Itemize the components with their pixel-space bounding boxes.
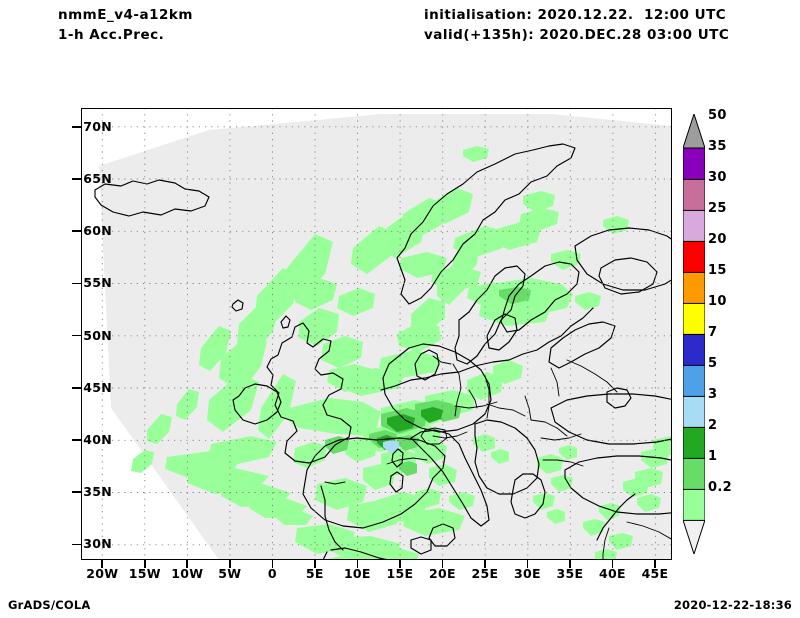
longitude-tick-label: 25E xyxy=(471,566,499,581)
valid-time-label: valid(+135h): 2020.DEC.28 03:00 UTC xyxy=(424,27,730,43)
field-name-label: 1-h Acc.Prec. xyxy=(58,27,165,43)
colorbar-band xyxy=(683,333,705,366)
colorbar-band xyxy=(683,240,705,273)
latitude-tick-mark xyxy=(72,439,81,441)
colorbar-tick-label: 7 xyxy=(708,325,718,340)
latitude-tick-label: 65N xyxy=(83,170,112,186)
longitude-tick-label: 5W xyxy=(218,566,242,581)
colorbar-band xyxy=(683,488,705,521)
latitude-tick-label: 70N xyxy=(83,118,112,134)
colorbar-high-arrow xyxy=(683,114,705,149)
longitude-tick-mark xyxy=(229,560,231,568)
longitude-tick-label: 20E xyxy=(428,566,456,581)
colorbar-tick-label: 50 xyxy=(708,108,727,123)
longitude-tick-mark xyxy=(101,560,104,568)
latitude-tick-mark xyxy=(72,334,81,337)
colorbar-band xyxy=(683,178,705,211)
colorbar-band xyxy=(683,147,705,180)
latitude-tick-mark xyxy=(72,491,81,493)
longitude-tick-mark xyxy=(271,560,274,568)
colorbar-tick-label: 10 xyxy=(708,294,727,309)
colorbar-tick-label: 15 xyxy=(708,263,727,278)
coastlines-and-borders xyxy=(94,143,672,560)
longitude-tick-label: 15W xyxy=(128,566,161,581)
longitude-tick-mark xyxy=(654,560,656,568)
longitude-tick-label: 30E xyxy=(514,566,541,581)
latitude-tick-label: 35N xyxy=(83,484,112,500)
longitude-tick-label: 10W xyxy=(171,566,204,581)
longitude-tick-label: 45E xyxy=(641,566,669,581)
precipitation-colorbar xyxy=(683,114,705,554)
longitude-tick-label: 40E xyxy=(599,566,626,581)
latitude-tick-label: 30N xyxy=(83,536,112,552)
longitude-tick-mark xyxy=(484,560,486,568)
longitude-tick-mark xyxy=(314,560,316,568)
longitude-tick-label: 10E xyxy=(343,566,371,581)
colorbar-band xyxy=(683,271,705,304)
longitude-tick-mark xyxy=(143,560,146,568)
longitude-tick-label: 15E xyxy=(386,566,414,581)
longitude-tick-mark xyxy=(441,560,444,568)
latitude-tick-label: 40N xyxy=(83,431,112,447)
map-plot-area xyxy=(81,108,672,560)
colorbar-band xyxy=(683,395,705,428)
longitude-tick-mark xyxy=(186,560,189,568)
latitude-tick-mark xyxy=(72,386,81,389)
colorbar-band xyxy=(683,209,705,242)
latitude-tick-mark xyxy=(72,125,81,128)
longitude-tick-label: 0 xyxy=(267,566,277,581)
longitude-tick-label: 35E xyxy=(556,566,584,581)
latitude-tick-label: 45N xyxy=(83,379,112,395)
colorbar-tick-label: 20 xyxy=(708,232,727,247)
colorbar-tick-label: 1 xyxy=(708,449,718,464)
colorbar-swatches xyxy=(683,114,705,554)
colorbar-low-arrow xyxy=(683,519,705,554)
colorbar-band xyxy=(683,457,705,490)
colorbar-tick-label: 35 xyxy=(708,139,727,154)
longitude-tick-mark xyxy=(569,560,571,568)
colorbar-band xyxy=(683,302,705,335)
model-name-label: nmmE_v4-a12km xyxy=(58,7,193,23)
colorbar-tick-label: 0.2 xyxy=(708,480,732,495)
map-gridlines xyxy=(81,108,672,560)
producer-label: GrADS/COLA xyxy=(8,598,91,612)
latitude-tick-label: 55N xyxy=(83,275,112,291)
longitude-tick-mark xyxy=(611,560,614,568)
initialisation-label: initialisation: 2020.12.22. 12:00 UTC xyxy=(424,7,727,23)
colorbar-band xyxy=(683,364,705,397)
precip-band-3-5 xyxy=(383,440,399,453)
colorbar-tick-label: 30 xyxy=(708,170,727,185)
latitude-tick-mark xyxy=(72,230,81,232)
longitude-tick-mark xyxy=(399,560,401,568)
colorbar-tick-label: 25 xyxy=(708,201,727,216)
precipitation-map xyxy=(81,108,672,560)
timestamp-label: 2020-12-22-18:36 xyxy=(673,598,792,612)
longitude-tick-label: 5E xyxy=(305,566,324,581)
latitude-tick-label: 50N xyxy=(83,327,112,343)
longitude-tick-mark xyxy=(526,560,529,568)
latitude-tick-label: 60N xyxy=(83,223,112,239)
colorbar-tick-label: 5 xyxy=(708,356,718,371)
colorbar-band xyxy=(683,426,705,459)
latitude-tick-mark xyxy=(72,282,81,285)
longitude-tick-label: 20W xyxy=(86,566,119,581)
longitude-tick-mark xyxy=(356,560,359,568)
latitude-tick-mark xyxy=(72,543,81,546)
model-domain-area xyxy=(99,114,672,560)
colorbar-tick-label: 3 xyxy=(708,387,718,402)
colorbar-tick-label: 2 xyxy=(708,418,718,433)
latitude-tick-mark xyxy=(72,178,81,180)
